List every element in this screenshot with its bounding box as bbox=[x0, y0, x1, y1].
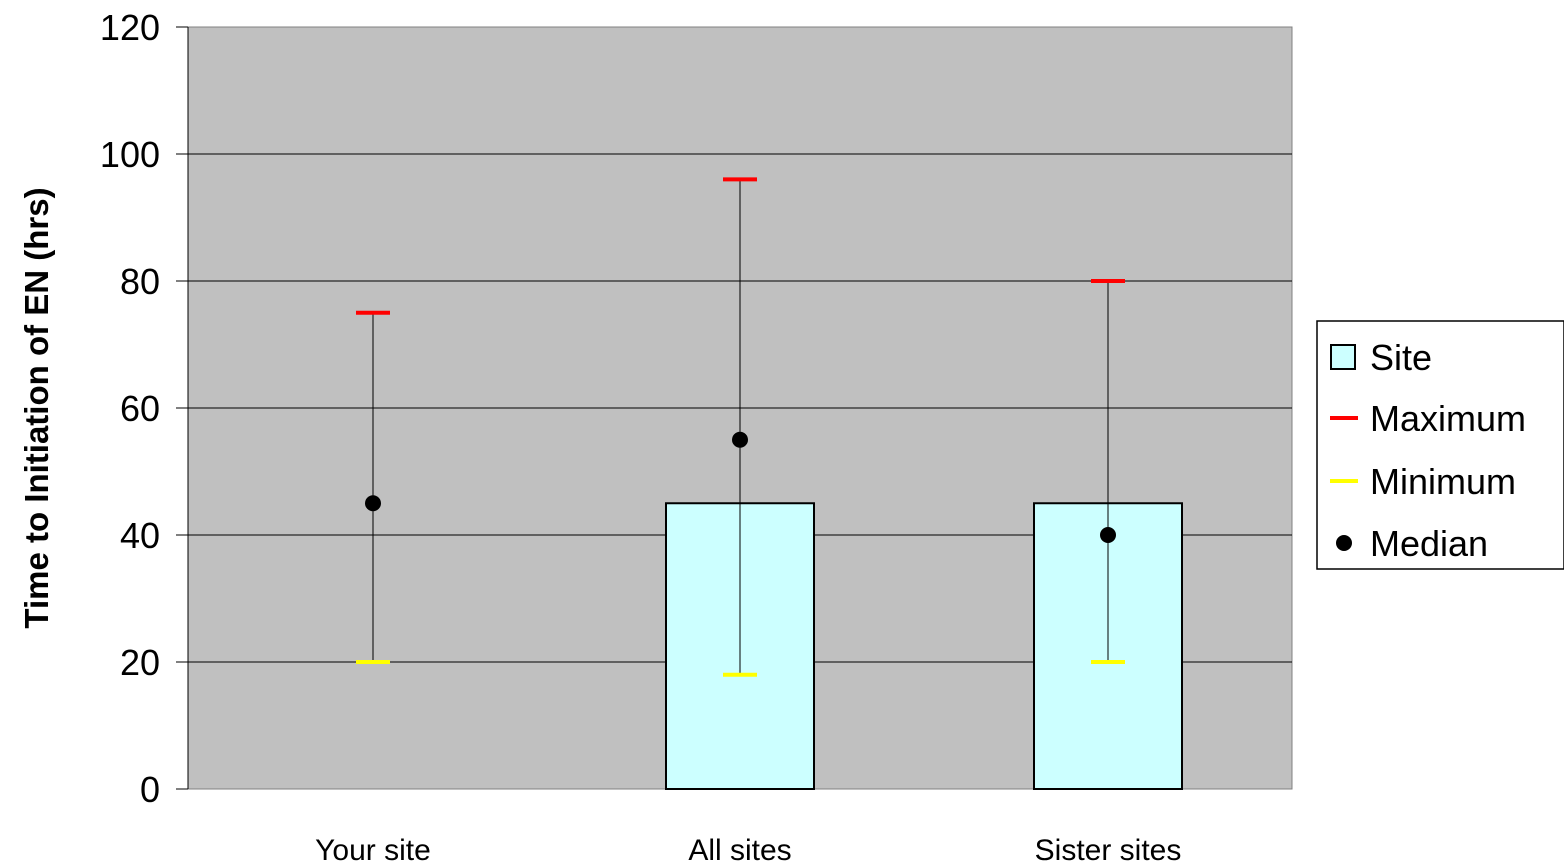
legend-label-minimum: Minimum bbox=[1370, 461, 1516, 502]
legend-label-maximum: Maximum bbox=[1370, 398, 1526, 439]
y-axis-title: Time to Initiation of EN (hrs) bbox=[18, 187, 55, 628]
y-tick-label: 40 bbox=[120, 515, 160, 556]
y-tick-label: 20 bbox=[120, 642, 160, 683]
median-point bbox=[732, 431, 748, 448]
legend-swatch-site bbox=[1330, 344, 1356, 370]
whiskers bbox=[356, 177, 1125, 677]
legend-box bbox=[1316, 320, 1564, 570]
legend: Site Maximum Minimum Median bbox=[1316, 320, 1564, 570]
median-point bbox=[1100, 527, 1116, 543]
legend-label-site: Site bbox=[1370, 337, 1432, 378]
y-axis: 0 20 40 60 80 100 120 bbox=[100, 7, 189, 810]
legend-label-median: Median bbox=[1370, 523, 1488, 564]
x-axis-labels: Your site All sites Sister sites bbox=[315, 834, 1181, 867]
x-category-label: All sites bbox=[688, 834, 791, 867]
median-point bbox=[365, 495, 381, 512]
y-tick-label: 80 bbox=[120, 261, 160, 302]
y-tick-label: 100 bbox=[100, 134, 160, 175]
y-tick-label: 0 bbox=[140, 769, 160, 810]
x-category-label: Your site bbox=[315, 834, 431, 867]
x-category-label: Sister sites bbox=[1035, 834, 1182, 867]
y-tick-label: 60 bbox=[120, 388, 160, 429]
legend-swatch-median bbox=[1336, 535, 1352, 551]
y-tick-label: 120 bbox=[100, 7, 160, 48]
